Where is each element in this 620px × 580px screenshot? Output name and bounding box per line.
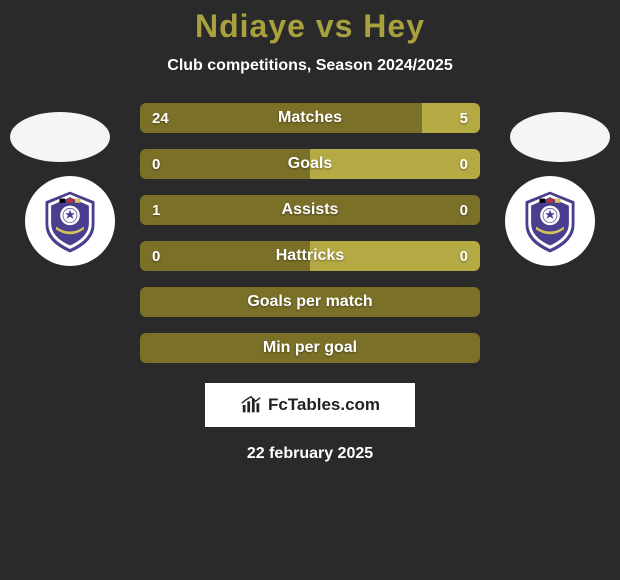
player1-avatar [10,112,110,162]
player1-club-crest [25,176,115,266]
stat-value-right: 0 [460,248,468,265]
stat-value-left: 24 [152,110,169,127]
stat-row: Assists 1 0 [140,195,480,225]
stat-label: Goals [288,155,332,173]
page-title: Ndiaye vs Hey [195,8,425,45]
chart-icon [240,394,262,416]
vs-text: vs [316,8,354,44]
stat-label: Hattricks [276,247,344,265]
subtitle: Club competitions, Season 2024/2025 [167,57,452,75]
bar-segment-right [422,103,480,133]
player1-name: Ndiaye [195,8,306,44]
stat-row: Matches 24 5 [140,103,480,133]
comparison-card: Ndiaye vs Hey Club competitions, Season … [0,0,620,580]
stat-bars: Matches245Goals00Assists10Hattricks00Goa… [140,103,480,363]
stat-row-full: Min per goal [140,333,480,363]
player2-avatar [510,112,610,162]
stat-row: Hattricks 0 0 [140,241,480,271]
stat-value-left: 1 [152,202,160,219]
stat-value-right: 0 [460,156,468,173]
stat-value-left: 0 [152,156,160,173]
stat-label: Assists [282,201,339,219]
date-label: 22 february 2025 [247,445,373,463]
stat-value-right: 5 [460,110,468,127]
crest-icon [515,186,585,256]
site-logo: FcTables.com [205,383,415,427]
site-label: FcTables.com [268,395,380,415]
stat-value-right: 0 [460,202,468,219]
player2-name: Hey [363,8,425,44]
bar-segment-right [310,149,480,179]
crest-icon [35,186,105,256]
stat-label: Matches [278,109,342,127]
stat-row-full: Goals per match [140,287,480,317]
stat-value-left: 0 [152,248,160,265]
player2-club-crest [505,176,595,266]
bar-segment-left [140,149,310,179]
stat-row: Goals 0 0 [140,149,480,179]
